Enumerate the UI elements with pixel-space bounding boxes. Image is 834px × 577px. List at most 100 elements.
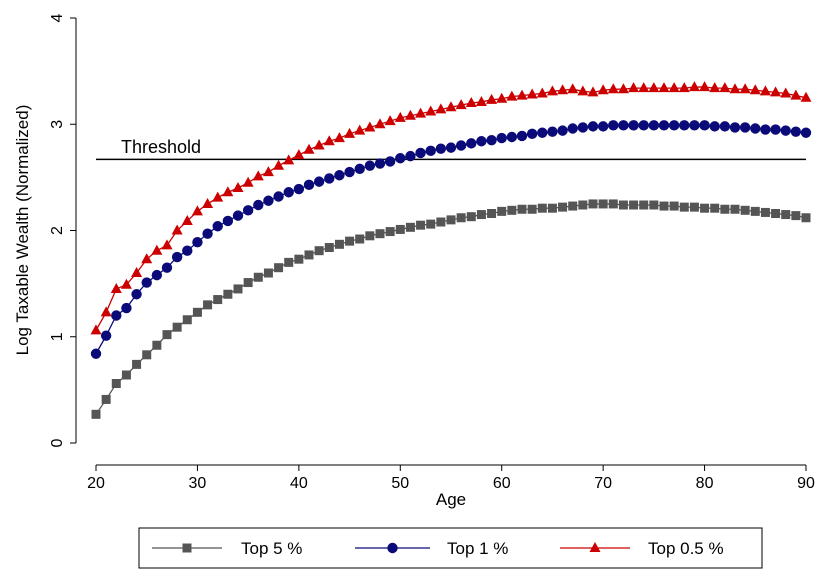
data-point: [760, 207, 770, 217]
data-point: [121, 302, 132, 314]
data-point: [700, 203, 710, 213]
data-point: [689, 202, 699, 212]
data-point: [466, 138, 477, 149]
data-point: [577, 85, 589, 96]
legend-label: Top 5 %: [241, 539, 302, 558]
data-point: [537, 203, 547, 213]
data-point: [578, 200, 588, 210]
data-point: [151, 244, 163, 255]
data-point: [375, 229, 385, 239]
data-point: [618, 200, 628, 210]
data-point: [506, 90, 518, 101]
data-point: [496, 92, 508, 103]
data-point: [557, 125, 568, 136]
data-point: [618, 120, 629, 131]
legend: Top 5 % Top 1 % Top 0.5 %: [138, 527, 763, 569]
data-point: [222, 215, 234, 227]
data-point: [638, 120, 649, 131]
data-point: [476, 210, 486, 220]
data-point: [496, 132, 507, 144]
data-point: [516, 130, 528, 142]
data-point: [111, 310, 122, 321]
data-point: [770, 124, 781, 135]
data-point: [446, 215, 456, 225]
y-tick-label: 2: [49, 226, 66, 235]
data-point: [313, 139, 325, 150]
data-point: [771, 209, 781, 218]
data-point: [486, 134, 497, 146]
data-point: [253, 199, 264, 211]
data-point: [526, 88, 538, 99]
data-point: [111, 379, 121, 388]
data-point: [213, 295, 223, 305]
data-point: [212, 221, 223, 232]
data-point: [516, 89, 528, 100]
data-point: [617, 83, 629, 94]
data-point: [425, 145, 436, 157]
data-point: [659, 201, 669, 211]
data-point: [425, 105, 437, 116]
data-point: [750, 123, 761, 134]
data-point: [132, 359, 142, 369]
x-tick-label: 20: [87, 475, 105, 492]
data-point: [740, 205, 750, 215]
data-point: [192, 236, 203, 248]
data-point: [629, 200, 639, 210]
data-point: [679, 202, 689, 212]
data-point: [223, 289, 233, 299]
data-point: [303, 143, 315, 154]
chart-axes: 0 1 2 3 4 20 30 40 50 60 70 80 90 Log Taxable Wealt…: [13, 13, 815, 509]
data-point: [384, 156, 396, 167]
x-tick-label: 50: [391, 475, 409, 492]
data-point: [303, 179, 315, 191]
data-point: [607, 83, 619, 94]
data-point: [527, 204, 537, 214]
data-point: [293, 149, 305, 160]
data-point: [374, 158, 386, 169]
data-point: [719, 82, 731, 93]
data-point: [182, 315, 192, 325]
data-point: [688, 81, 700, 92]
data-point: [395, 153, 406, 164]
y-tick-label: 0: [49, 438, 66, 447]
data-point: [587, 86, 599, 97]
legend-marker: [589, 542, 601, 552]
data-point: [709, 82, 721, 93]
data-point: [415, 107, 427, 118]
data-point: [313, 176, 325, 187]
data-point: [324, 243, 334, 252]
data-point: [262, 166, 274, 177]
data-point: [455, 99, 467, 110]
data-point: [232, 182, 244, 192]
data-point: [699, 81, 711, 92]
data-point: [344, 127, 356, 138]
legend-marker: [387, 542, 398, 554]
data-point: [273, 191, 284, 202]
data-point: [90, 324, 102, 335]
data-point: [263, 195, 274, 206]
data-point: [709, 121, 720, 132]
series-line: [95, 203, 807, 415]
data-point: [334, 170, 345, 181]
data-point: [304, 250, 314, 260]
data-point: [648, 82, 660, 93]
x-axis-title: Age: [436, 490, 466, 509]
data-point: [598, 199, 608, 209]
data-point: [790, 89, 802, 100]
data-point: [668, 82, 680, 93]
data-point: [283, 187, 294, 198]
data-point: [263, 268, 273, 278]
data-point: [750, 206, 760, 216]
data-point: [171, 224, 183, 235]
data-point: [759, 85, 771, 96]
data-point: [131, 289, 142, 300]
data-point: [587, 121, 599, 132]
data-point: [445, 142, 457, 153]
data-point: [141, 277, 152, 288]
data-point: [344, 166, 355, 178]
data-point: [294, 254, 304, 264]
data-point: [790, 126, 802, 137]
data-point: [405, 150, 416, 162]
data-point: [345, 236, 355, 246]
series-3: [90, 81, 812, 335]
